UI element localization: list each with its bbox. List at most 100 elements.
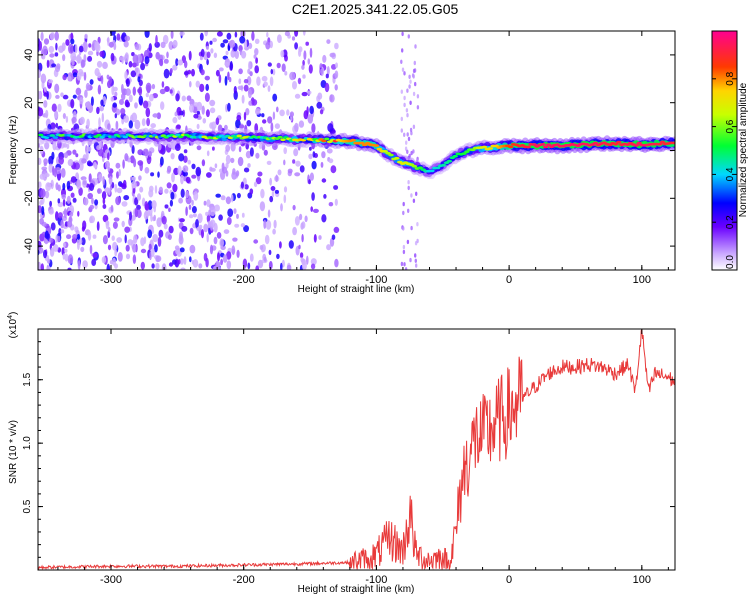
spectrogram-noise-speckle (48, 237, 54, 243)
spectrogram-noise-speckle (249, 188, 254, 195)
spectrogram-noise-speckle (232, 237, 238, 242)
spectrogram-noise-speckle (193, 102, 199, 107)
spectrogram-noise-speckle (157, 171, 160, 178)
spectrogram-noise-speckle (272, 111, 276, 120)
spectrogram-noise-speckle (210, 167, 216, 172)
spectrogram-noise-speckle (321, 214, 327, 223)
spectrogram-noise-speckle (170, 191, 175, 200)
spectrogram-noise-speckle (68, 215, 72, 223)
spectrogram-noise-speckle (86, 101, 91, 110)
spectrogram-noise-speckle (68, 43, 74, 54)
spectrogram-noise-speckle (266, 160, 272, 165)
spectrogram-noise-speckle (150, 123, 156, 129)
spectrogram-ridge-point (531, 143, 537, 146)
spectrogram-noise-speckle (287, 168, 293, 174)
spectrogram-noise-speckle (268, 249, 272, 256)
spectrogram-noise-speckle (88, 173, 92, 183)
spectrogram-noise-speckle (238, 68, 243, 75)
spectrogram-noise-speckle (326, 66, 330, 76)
spectrogram-noise-speckle (58, 45, 64, 53)
spectrogram-noise-speckle (188, 204, 192, 210)
spectrogram-noise-speckle (143, 236, 147, 244)
spectrogram-noise-speckle (131, 145, 135, 154)
spectrogram-noise-speckle (102, 204, 107, 209)
spectrogram-noise-speckle (105, 160, 110, 169)
spectrogram-noise-speckle (108, 176, 113, 185)
spectrogram-noise-speckle (161, 81, 165, 88)
spectrogram-noise-speckle (131, 176, 136, 181)
spectrogram-noise-speckle (113, 86, 118, 92)
spectrogram-noise-speckle (78, 45, 84, 53)
spectrogram-noise-speckle (49, 200, 52, 207)
spectrogram-noise-speckle (255, 177, 262, 185)
spectrogram-noise-speckle (79, 116, 85, 125)
spectrogram-noise-speckle (49, 247, 55, 257)
spectrogram-noise-speckle (99, 50, 105, 58)
snr-exponent-power: 4 (7, 315, 14, 319)
spectrogram-noise-speckle (66, 195, 71, 204)
spectrogram-noise-speckle (284, 31, 290, 37)
spectrogram-noise-speckle (264, 234, 270, 245)
spectrogram-noise-speckle (57, 235, 61, 243)
spectrogram-noise-speckle (132, 254, 137, 264)
spectrogram-noise-speckle (292, 226, 297, 236)
spectrogram-noise-speckle (187, 159, 191, 165)
spectrogram-noise-speckle (403, 262, 406, 267)
spectrogram-noise-speckle (102, 197, 106, 205)
spectrogram-ridge-point (376, 147, 383, 151)
spectrogram-noise-speckle (105, 220, 110, 226)
spectrogram-noise-speckle (229, 39, 236, 49)
spectrogram-noise-speckle (133, 158, 137, 168)
spectrogram-ridge-point (542, 145, 549, 149)
spectrogram-noise-speckle (146, 117, 151, 127)
spectrogram-noise-speckle (132, 86, 136, 96)
spectrogram-noise-speckle (412, 149, 415, 154)
spectrogram-noise-speckle (192, 213, 197, 218)
spectrogram-noise-speckle (124, 35, 131, 42)
spectrogram-noise-speckle (50, 122, 56, 130)
snr-x-axis: -300 -200 -100 0 100 (57, 329, 669, 586)
spectrogram-noise-speckle (134, 43, 140, 50)
spectrogram-noise-speckle (257, 171, 263, 177)
spectrogram-ridge-point (461, 152, 467, 156)
spectrogram-noise-speckle (163, 68, 170, 79)
spectrogram-noise-speckle (310, 263, 316, 270)
spectrogram-noise-speckle (323, 194, 327, 199)
spectrogram-noise-speckle (58, 156, 64, 165)
spectrogram-noise-speckle (303, 50, 307, 61)
spectrogram-noise-speckle (412, 124, 416, 129)
spectrogram-noise-speckle (64, 253, 69, 262)
spectrogram-noise-speckle (180, 174, 184, 185)
spectrogram-noise-speckle (234, 31, 238, 38)
spectrogram-noise-speckle (318, 235, 322, 240)
spectrogram-noise-speckle (277, 34, 282, 43)
spectrogram-noise-speckle (62, 113, 66, 119)
spectrogram-marks (38, 31, 675, 270)
spectrogram-noise-speckle (206, 51, 211, 59)
spectrogram-noise-speckle (402, 249, 406, 255)
spectrogram-noise-speckle (99, 105, 104, 112)
spectrogram-noise-speckle (124, 99, 130, 108)
spectrogram-noise-speckle (240, 223, 246, 228)
spectrogram-noise-speckle (294, 172, 301, 177)
spectrogram-noise-speckle (335, 62, 338, 69)
spectrogram-noise-speckle (293, 148, 299, 157)
spectrogram-noise-speckle (235, 170, 240, 177)
spectrogram-noise-speckle (326, 148, 333, 154)
spectrogram-ridge-point (429, 169, 435, 173)
spectrogram-noise-speckle (334, 258, 339, 268)
spectrogram-noise-speckle (408, 84, 411, 89)
spectrogram-noise-speckle (83, 42, 88, 53)
spectrogram-noise-speckle (218, 67, 224, 72)
spectrogram-noise-speckle (406, 88, 409, 93)
spectrogram-ridge-point (464, 150, 470, 154)
spectrogram-ridge-point (613, 142, 619, 146)
spectrogram-noise-speckle (305, 41, 310, 46)
spectrogram-noise-speckle (160, 41, 166, 49)
colorbar-gradient (712, 31, 737, 270)
spectrogram-noise-speckle (279, 241, 282, 249)
spectrogram-ridge-point (545, 143, 552, 147)
spectrogram-noise-speckle (181, 225, 188, 232)
spectrogram-noise-speckle (243, 225, 250, 233)
spectrogram-noise-speckle (60, 229, 65, 234)
